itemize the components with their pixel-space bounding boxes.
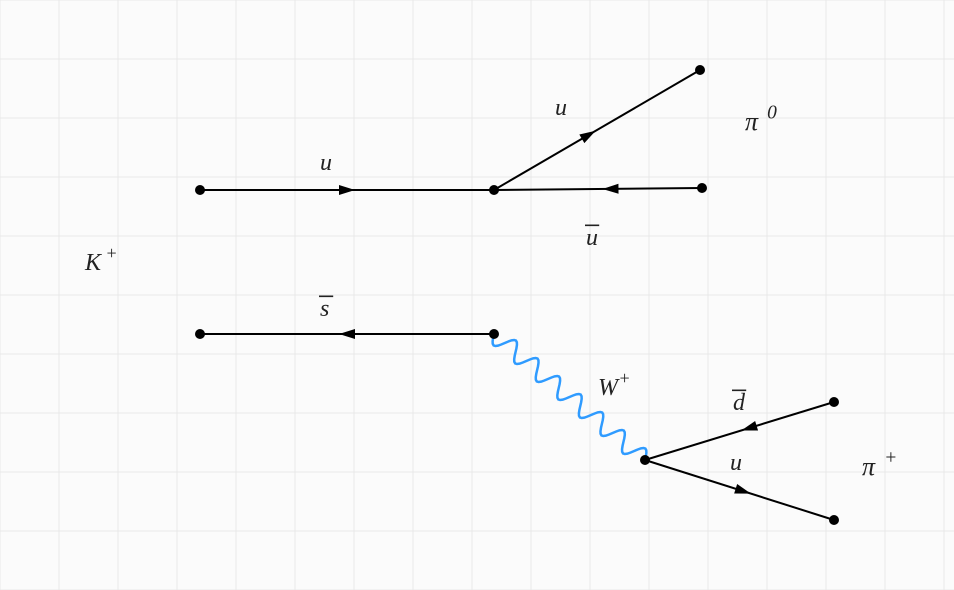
vertex-ubar_in	[697, 183, 707, 193]
label-u1: u	[320, 150, 332, 176]
vertex-w_end	[640, 455, 650, 465]
vertex-s_in	[195, 329, 205, 339]
vertex-u_in	[195, 185, 205, 195]
vertex-u_mid	[489, 185, 499, 195]
label-piP-sup: +	[884, 447, 897, 468]
label-K-sup: +	[105, 243, 117, 263]
label-piP: π	[862, 452, 876, 481]
vertex-s_mid	[489, 329, 499, 339]
label-sbar: s	[320, 296, 329, 322]
label-ubar: u	[586, 225, 598, 251]
vertex-u_out	[695, 65, 705, 75]
label-pi0: π	[745, 107, 759, 136]
vertex-u2_out	[829, 515, 839, 525]
label-W: W	[598, 375, 620, 401]
vertex-dbar_out	[829, 397, 839, 407]
label-K: K	[84, 250, 103, 276]
label-W-sup: +	[618, 368, 630, 388]
label-u2: u	[555, 95, 567, 121]
label-pi0-sup: 0	[767, 102, 777, 123]
label-u3: u	[730, 450, 742, 476]
label-dbar: d	[733, 390, 746, 416]
feynman-diagram: K+usuuW+duπ0π+	[0, 0, 954, 590]
